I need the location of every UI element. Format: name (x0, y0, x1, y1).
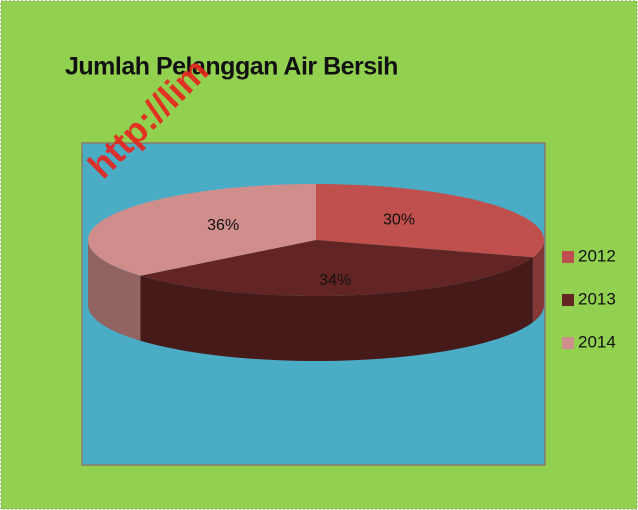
legend-label: 2013 (578, 289, 616, 308)
pie: 30% 34% 36% (88, 184, 544, 361)
legend: 2012 2013 2014 (562, 246, 616, 351)
slice (316, 184, 544, 258)
slice (88, 184, 316, 276)
chart-title: Jumlah Pelanggan Air Bersih (65, 53, 398, 81)
legend-label: 2014 (578, 332, 616, 351)
slice-side (532, 240, 544, 323)
slice (140, 240, 533, 296)
legend-swatch (562, 294, 574, 306)
data-label: 34% (319, 272, 351, 289)
slice-side (140, 257, 533, 361)
slice-side (88, 240, 141, 341)
legend-swatch (562, 337, 574, 349)
data-label: 36% (207, 217, 239, 234)
data-label: 30% (383, 211, 415, 228)
legend-swatch (562, 251, 574, 263)
legend-label: 2012 (578, 246, 616, 265)
